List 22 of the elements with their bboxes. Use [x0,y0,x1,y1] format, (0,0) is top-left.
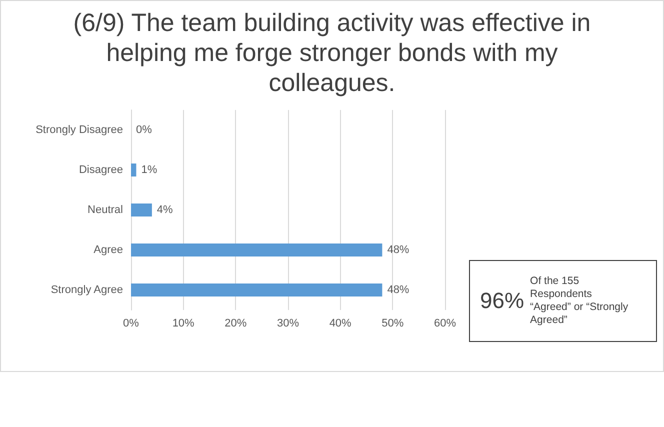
bar [131,164,136,176]
x-tick-label: 30% [276,318,300,330]
y-tick-label: Disagree [78,164,123,176]
data-label: 0% [136,124,152,136]
bar [131,204,152,216]
chart-title: (6/9) The team building activity was effective in helping me forge stronger bonds with my colleagues. [72,8,592,98]
bar [131,244,382,256]
x-tick-label: 50% [382,318,404,330]
data-label: 48% [387,284,410,296]
x-tick-label: 20% [224,318,247,330]
x-tick-label: 60% [434,318,456,330]
x-tick-label: 10% [172,318,195,330]
y-tick-label: Strongly Disagree [36,124,123,136]
y-tick-label: Strongly Agree [50,284,123,296]
data-label: 48% [387,244,410,256]
y-tick-label: Agree [94,244,123,256]
data-label: 4% [156,204,174,216]
bar [131,284,382,296]
x-tick-label: 40% [329,318,352,330]
y-tick-label: Neutral [88,204,123,216]
data-label: 1% [141,164,158,176]
x-tick-label: 0% [123,318,140,330]
